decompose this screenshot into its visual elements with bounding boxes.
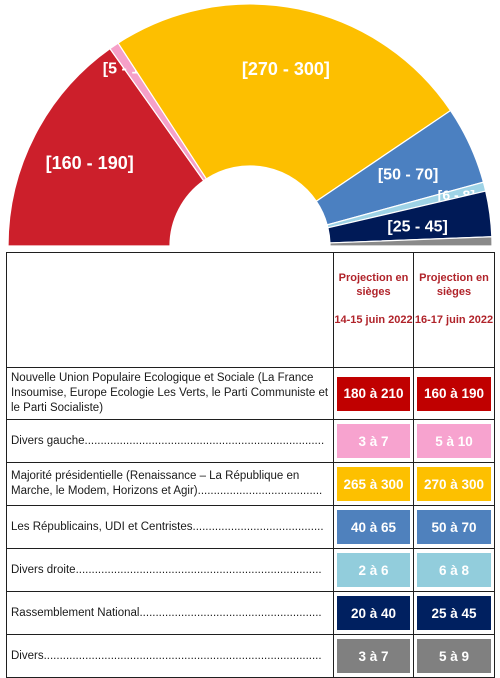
projection-cell-1: 265 à 300 — [333, 462, 414, 506]
party-name: Rassemblement National — [11, 606, 140, 619]
projection-value: 2 à 6 — [337, 553, 410, 587]
projection-value: 265 à 300 — [337, 467, 410, 501]
hemicycle-chart: [160 - 190][5 - 10] [270 - 300][50 - 70][… — [7, 3, 493, 247]
projection-cell-1: 180 à 210 — [333, 367, 414, 420]
column-header-1: Projection en sièges 14-15 juin 2022 — [333, 252, 414, 368]
column-header-2-title: Projection en sièges — [419, 272, 489, 298]
table-row: Divers..................................… — [6, 634, 495, 678]
party-cell: Les Républicains, UDI et Centristes.....… — [6, 505, 334, 549]
column-header-2-date: 16-17 juin 2022 — [414, 314, 494, 326]
party-cell: Divers..................................… — [6, 634, 334, 678]
projection-cell-2: 50 à 70 — [413, 505, 495, 549]
hemicycle-segment-label-3: [270 - 300] — [242, 59, 330, 79]
hemicycle-segment-1 — [7, 47, 205, 247]
projection-value: 3 à 7 — [337, 639, 410, 673]
column-header-1-title: Projection en sièges — [338, 272, 409, 298]
party-name: Divers gauche — [11, 434, 85, 447]
table-row: Divers gauche...........................… — [6, 419, 495, 463]
projection-cell-2: 5 à 9 — [413, 634, 495, 678]
header-row: Projection en sièges 14-15 juin 2022 Pro… — [6, 252, 495, 368]
projection-cell-1: 2 à 6 — [333, 548, 414, 592]
dot-leader: ........................................… — [43, 649, 322, 662]
projection-value: 160 à 190 — [417, 376, 491, 411]
hemicycle-segment-label-1: [160 - 190] — [46, 153, 134, 173]
table-row: Divers droite...........................… — [6, 548, 495, 592]
projection-value: 5 à 10 — [417, 424, 491, 458]
table-row: Rassemblement National..................… — [6, 591, 495, 635]
projection-value: 20 à 40 — [337, 596, 410, 630]
projection-cell-2: 5 à 10 — [413, 419, 495, 463]
table-row: Les Républicains, UDI et Centristes.....… — [6, 505, 495, 549]
column-header-1-date: 14-15 juin 2022 — [334, 314, 413, 326]
party-cell: Divers droite...........................… — [6, 548, 334, 592]
party-name: Majorité présidentielle (Renaissance – L… — [11, 470, 300, 497]
projection-cell-2: 6 à 8 — [413, 548, 495, 592]
party-cell: Rassemblement National..................… — [6, 591, 334, 635]
hemicycle-segment-7 — [329, 236, 493, 247]
projection-cell-1: 40 à 65 — [333, 505, 414, 549]
party-name: Les Républicains, UDI et Centristes — [11, 520, 193, 533]
projection-value: 40 à 65 — [337, 510, 410, 544]
projection-value: 50 à 70 — [417, 510, 491, 544]
dot-leader: ........................................… — [84, 434, 325, 447]
dot-leader: ....................................... — [197, 485, 323, 497]
projection-value: 270 à 300 — [417, 467, 491, 501]
projection-value: 5 à 9 — [417, 639, 491, 673]
seat-projection-table: Projection en sièges 14-15 juin 2022 Pro… — [6, 252, 495, 678]
party-name: Divers — [11, 649, 44, 662]
party-cell: Majorité présidentielle (Renaissance – L… — [6, 462, 334, 506]
table-row: Nouvelle Union Populaire Ecologique et S… — [6, 367, 495, 420]
dot-leader: ........................................… — [75, 563, 322, 576]
projection-value: 3 à 7 — [337, 424, 410, 458]
projection-value: 6 à 8 — [417, 553, 491, 587]
projection-cell-1: 20 à 40 — [333, 591, 414, 635]
projection-cell-1: 3 à 7 — [333, 634, 414, 678]
hemicycle-segment-3 — [117, 3, 452, 203]
hemicycle-segment-label-4: [50 - 70] — [378, 166, 438, 183]
projection-cell-2: 270 à 300 — [413, 462, 495, 506]
party-name: Nouvelle Union Populaire Ecologique et S… — [11, 372, 329, 414]
projection-value: 25 à 45 — [417, 596, 491, 630]
projection-cell-2: 25 à 45 — [413, 591, 495, 635]
table-row: Majorité présidentielle (Renaissance – L… — [6, 462, 495, 506]
party-name: Divers droite — [11, 563, 76, 576]
party-cell: Nouvelle Union Populaire Ecologique et S… — [6, 367, 334, 420]
projection-cell-2: 160 à 190 — [413, 367, 495, 420]
dot-leader: ........................................… — [192, 520, 324, 533]
header-blank-cell — [6, 252, 334, 368]
projection-cell-1: 3 à 7 — [333, 419, 414, 463]
column-header-2: Projection en sièges 16-17 juin 2022 — [413, 252, 495, 368]
table-body: Projection en sièges 14-15 juin 2022 Pro… — [6, 252, 495, 678]
party-cell: Divers gauche...........................… — [6, 419, 334, 463]
hemicycle-segment-label-6: [25 - 45] — [387, 218, 447, 235]
projection-value: 180 à 210 — [337, 376, 410, 411]
dot-leader: ........................................… — [139, 606, 322, 619]
